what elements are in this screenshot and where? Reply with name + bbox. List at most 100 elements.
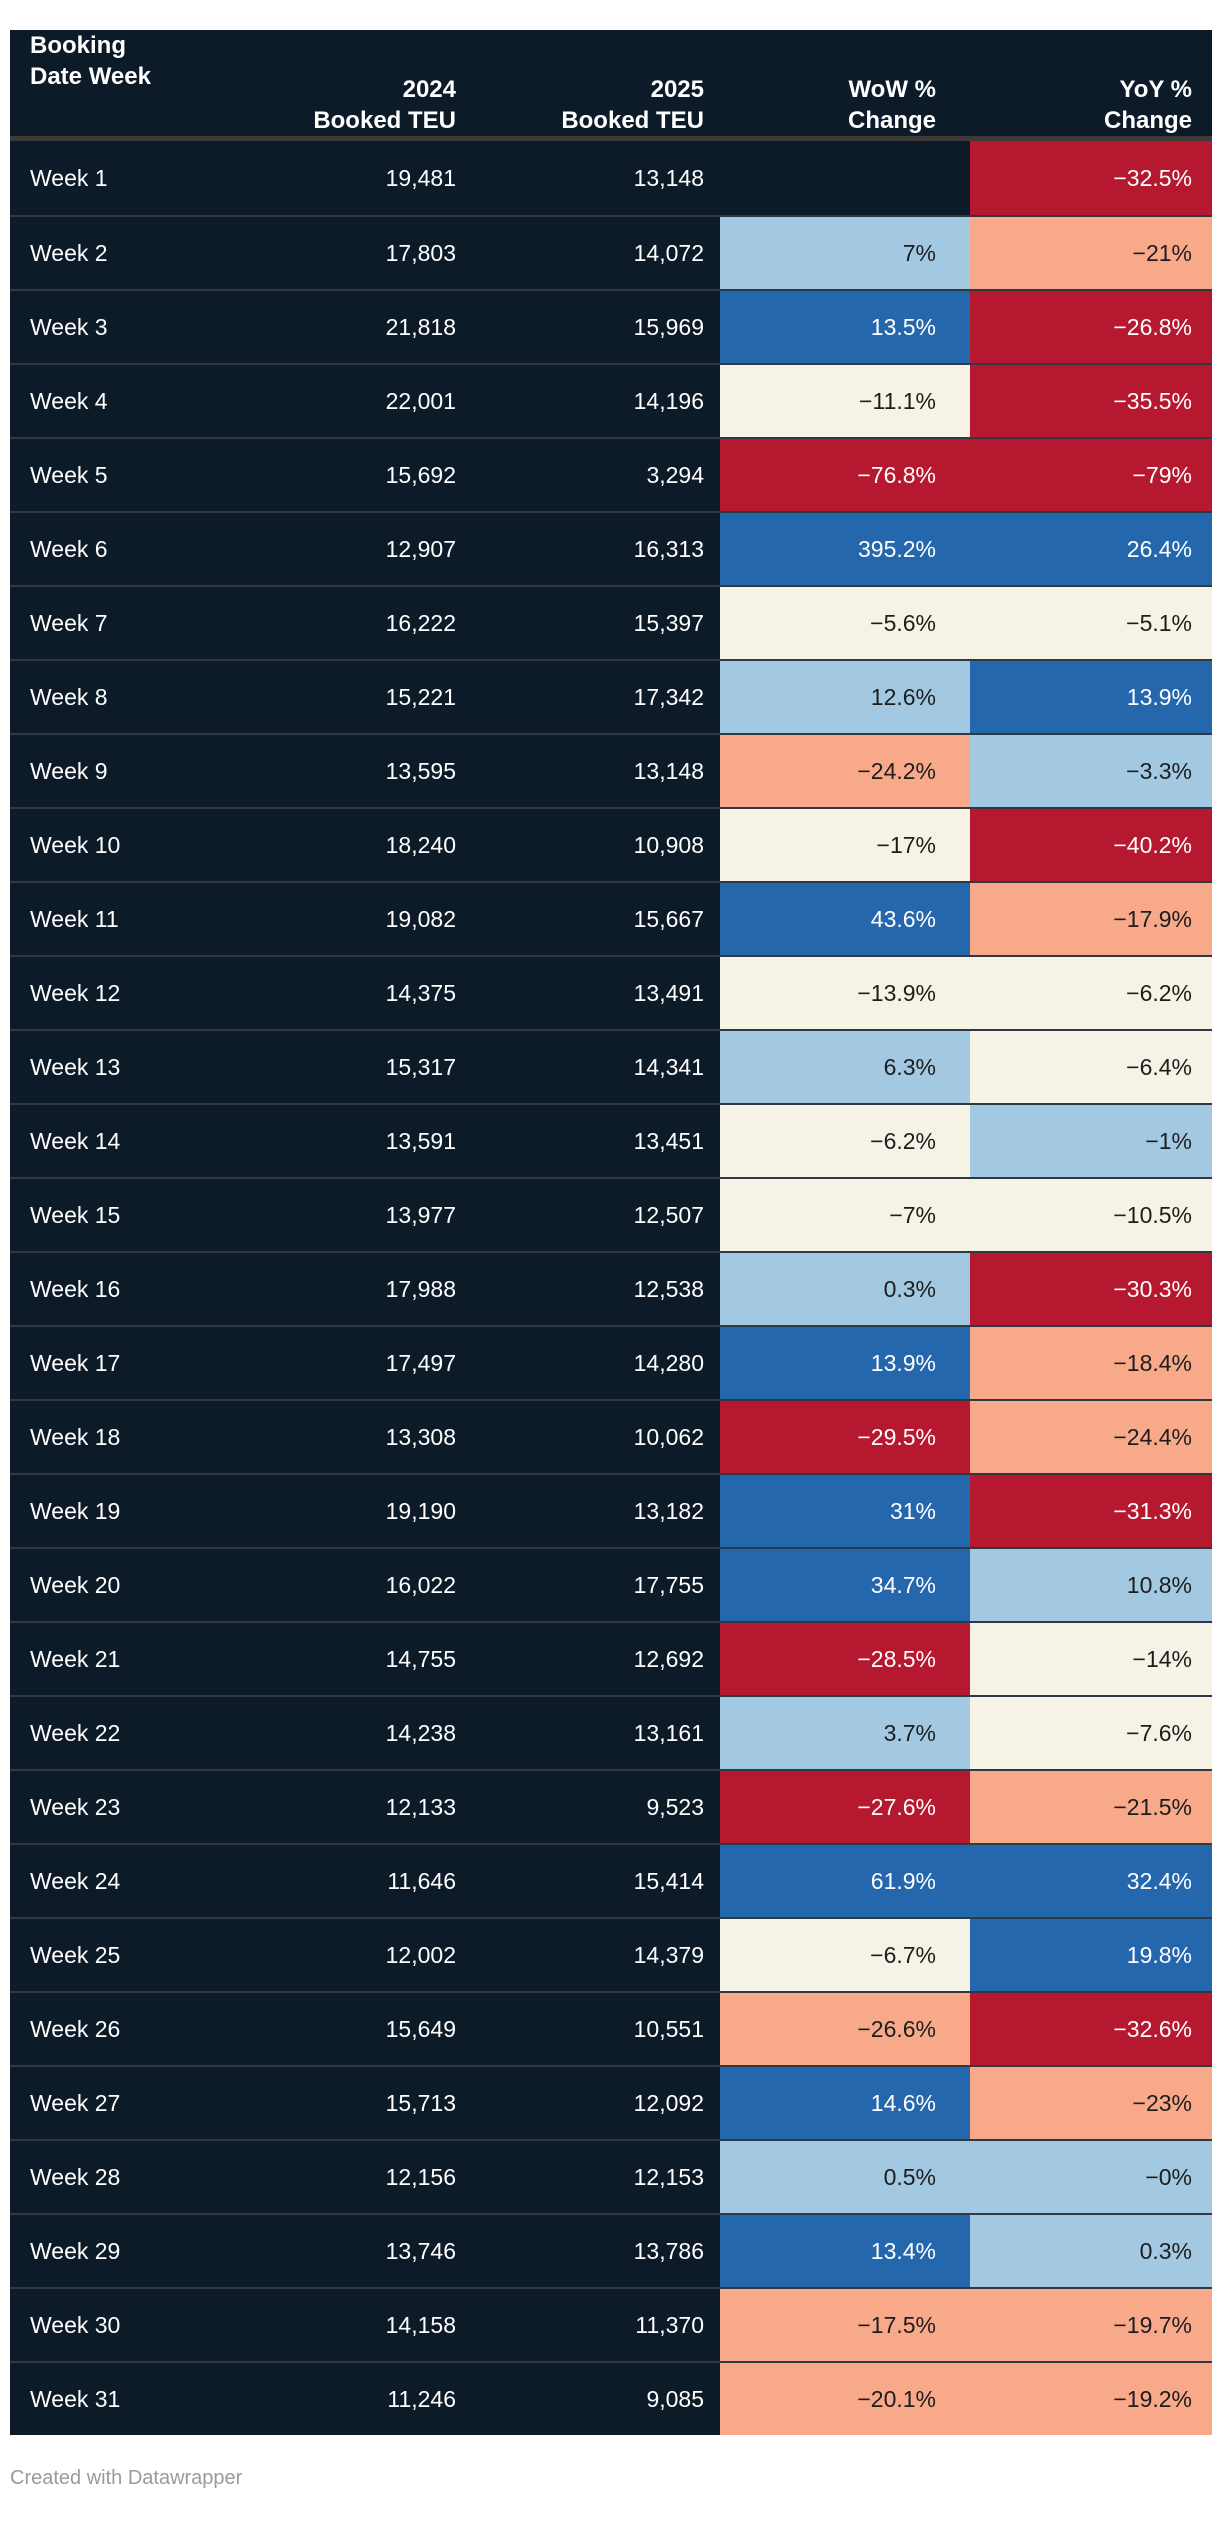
booked-teu-2025-cell: 12,538: [633, 1275, 704, 1302]
table-row: Week 23 12,133 9,523 −27.6% −21.5%: [10, 1769, 1212, 1843]
week-label-cell: Week 16: [30, 1275, 121, 1302]
week-label-cell: Week 9: [30, 757, 108, 784]
booked-teu-2024-cell: 18,240: [385, 831, 456, 858]
column-header-booking-date-week: Booking Date Week: [10, 30, 260, 136]
yoy-change-heat-cell: −6.2%: [970, 957, 1212, 1029]
week-label-cell: Week 8: [30, 683, 108, 710]
table-row: Week 30 14,158 11,370 −17.5% −19.7%: [10, 2287, 1212, 2361]
week-label-cell: Week 21: [30, 1645, 121, 1672]
booked-teu-2024-cell: 14,158: [385, 2311, 456, 2338]
wow-change-heat-cell: −27.6%: [720, 1771, 970, 1843]
header-line: WoW %: [848, 76, 936, 103]
booked-teu-2025-cell: 12,153: [633, 2163, 704, 2190]
table-row: Week 6 12,907 16,313 395.2% 26.4%: [10, 511, 1212, 585]
yoy-change-heat-cell: −32.5%: [970, 141, 1212, 215]
table-row: Week 16 17,988 12,538 0.3% −30.3%: [10, 1251, 1212, 1325]
booked-teu-2024-cell: 14,755: [385, 1645, 456, 1672]
booked-teu-2024-cell: 19,190: [385, 1497, 456, 1524]
wow-change-heat-cell: 14.6%: [720, 2067, 970, 2139]
booked-teu-2025-cell: 10,551: [633, 2015, 704, 2042]
booked-teu-2024-cell: 13,591: [385, 1127, 456, 1154]
header-line: Booking: [30, 32, 126, 59]
yoy-change-heat-cell: −21%: [970, 217, 1212, 289]
yoy-change-heat-cell: 19.8%: [970, 1919, 1212, 1991]
week-label-cell: Week 23: [30, 1793, 121, 1820]
booked-teu-2025-cell: 9,523: [646, 1793, 704, 1820]
table-row: Week 14 13,591 13,451 −6.2% −1%: [10, 1103, 1212, 1177]
booked-teu-2025-cell: 14,341: [633, 1053, 704, 1080]
table-row: Week 12 14,375 13,491 −13.9% −6.2%: [10, 955, 1212, 1029]
booked-teu-2025-cell: 15,667: [633, 905, 704, 932]
table-row: Week 19 19,190 13,182 31% −31.3%: [10, 1473, 1212, 1547]
week-label-cell: Week 27: [30, 2089, 121, 2116]
booked-teu-2025-cell: 15,397: [633, 609, 704, 636]
wow-change-heat-cell: −29.5%: [720, 1401, 970, 1473]
booking-teu-heatmap-table: Booking Date Week 2024 Booked TEU 2025 B…: [10, 30, 1212, 2435]
week-label-cell: Week 6: [30, 535, 108, 562]
wow-change-heat-cell: −6.2%: [720, 1105, 970, 1177]
booked-teu-2024-cell: 15,692: [385, 461, 456, 488]
booked-teu-2024-cell: 15,221: [385, 683, 456, 710]
yoy-change-heat-cell: 13.9%: [970, 661, 1212, 733]
booked-teu-2024-cell: 12,002: [385, 1941, 456, 1968]
wow-change-heat-cell: −28.5%: [720, 1623, 970, 1695]
booked-teu-2025-cell: 10,062: [633, 1423, 704, 1450]
table-row: Week 20 16,022 17,755 34.7% 10.8%: [10, 1547, 1212, 1621]
yoy-change-heat-cell: −19.7%: [970, 2289, 1212, 2361]
table-row: Week 10 18,240 10,908 −17% −40.2%: [10, 807, 1212, 881]
wow-change-heat-cell: −76.8%: [720, 439, 970, 511]
week-label-cell: Week 18: [30, 1423, 121, 1450]
yoy-change-heat-cell: −3.3%: [970, 735, 1212, 807]
wow-change-heat-cell: −20.1%: [720, 2363, 970, 2435]
yoy-change-heat-cell: −19.2%: [970, 2363, 1212, 2435]
table-row: Week 29 13,746 13,786 13.4% 0.3%: [10, 2213, 1212, 2287]
booked-teu-2024-cell: 11,646: [387, 1867, 456, 1894]
booked-teu-2025-cell: 12,507: [633, 1201, 704, 1228]
wow-change-heat-cell: 13.4%: [720, 2215, 970, 2287]
booked-teu-2024-cell: 19,082: [385, 905, 456, 932]
wow-change-heat-cell: −17.5%: [720, 2289, 970, 2361]
booked-teu-2024-cell: 12,133: [385, 1793, 456, 1820]
yoy-change-heat-cell: −14%: [970, 1623, 1212, 1695]
table-row: Week 25 12,002 14,379 −6.7% 19.8%: [10, 1917, 1212, 1991]
yoy-change-heat-cell: −0%: [970, 2141, 1212, 2213]
booked-teu-2024-cell: 11,246: [387, 2385, 456, 2412]
yoy-change-heat-cell: −17.9%: [970, 883, 1212, 955]
wow-change-heat-cell: −5.6%: [720, 587, 970, 659]
table-row: Week 4 22,001 14,196 −11.1% −35.5%: [10, 363, 1212, 437]
week-label-cell: Week 14: [30, 1127, 121, 1154]
yoy-change-heat-cell: −24.4%: [970, 1401, 1212, 1473]
column-header-yoy-change: YoY % Change: [970, 30, 1212, 136]
booked-teu-2025-cell: 15,969: [633, 313, 704, 340]
table-row: Week 26 15,649 10,551 −26.6% −32.6%: [10, 1991, 1212, 2065]
table-row: Week 18 13,308 10,062 −29.5% −24.4%: [10, 1399, 1212, 1473]
wow-change-heat-cell: 7%: [720, 217, 970, 289]
yoy-change-heat-cell: 10.8%: [970, 1549, 1212, 1621]
yoy-change-heat-cell: −23%: [970, 2067, 1212, 2139]
header-line: 2024: [402, 76, 456, 103]
wow-change-heat-cell: 61.9%: [720, 1845, 970, 1917]
yoy-change-heat-cell: 0.3%: [970, 2215, 1212, 2287]
booked-teu-2025-cell: 14,280: [633, 1349, 704, 1376]
wow-change-heat-cell: −11.1%: [720, 365, 970, 437]
datawrapper-credit-link[interactable]: Created with Datawrapper: [10, 2467, 243, 2489]
yoy-change-heat-cell: 32.4%: [970, 1845, 1212, 1917]
wow-change-heat-cell: 13.9%: [720, 1327, 970, 1399]
wow-change-heat-cell: −17%: [720, 809, 970, 881]
header-line: Change: [847, 107, 936, 134]
header-line: Change: [1103, 107, 1192, 134]
booked-teu-2025-cell: 16,313: [633, 535, 704, 562]
booked-teu-2024-cell: 17,988: [385, 1275, 456, 1302]
table-row: Week 8 15,221 17,342 12.6% 13.9%: [10, 659, 1212, 733]
week-label-cell: Week 24: [30, 1867, 121, 1894]
booked-teu-2025-cell: 9,085: [646, 2385, 704, 2412]
wow-change-heat-cell: 12.6%: [720, 661, 970, 733]
table-row: Week 2 17,803 14,072 7% −21%: [10, 215, 1212, 289]
week-label-cell: Week 13: [30, 1053, 121, 1080]
header-line: Booked TEU: [313, 107, 456, 134]
booked-teu-2024-cell: 21,818: [385, 313, 456, 340]
booked-teu-2025-cell: 15,414: [633, 1867, 704, 1894]
week-label-cell: Week 10: [30, 831, 121, 858]
booked-teu-2025-cell: 13,182: [633, 1497, 704, 1524]
booked-teu-2025-cell: 13,491: [633, 979, 704, 1006]
